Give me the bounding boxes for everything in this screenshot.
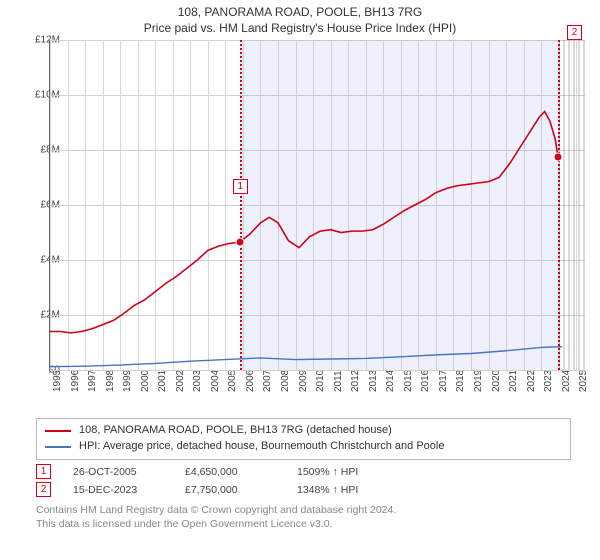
x-axis-label: 2017 [438, 382, 449, 392]
x-axis-label: 2002 [175, 382, 186, 392]
price-marker [235, 238, 244, 247]
legend-label: HPI: Average price, detached house, Bour… [79, 439, 444, 455]
chart-title: 108, PANORAMA ROAD, POOLE, BH13 7RG [0, 4, 600, 20]
x-axis-label: 2008 [280, 382, 291, 392]
x-axis-label: 2000 [140, 382, 151, 392]
marker-number: 1 [233, 179, 248, 194]
footnote-price: £7,750,000 [185, 484, 275, 496]
x-axis-label: 2023 [543, 382, 554, 392]
x-axis-label: 1995 [52, 382, 63, 392]
x-axis-label: 2016 [420, 382, 431, 392]
x-axis-label: 2009 [298, 382, 309, 392]
x-axis-label: 2011 [333, 382, 344, 392]
x-axis-label: 2006 [245, 382, 256, 392]
x-axis-label: 2012 [350, 382, 361, 392]
x-axis-label: 1998 [105, 382, 116, 392]
x-axis-label: 1997 [87, 382, 98, 392]
x-axis-label: 2004 [210, 382, 221, 392]
legend: 108, PANORAMA ROAD, POOLE, BH13 7RG (det… [36, 418, 571, 460]
series-layer [50, 40, 585, 370]
footnote-price: £4,650,000 [185, 466, 275, 478]
legend-swatch [45, 430, 71, 432]
x-axis-label: 2010 [315, 382, 326, 392]
x-axis-label: 2020 [491, 382, 502, 392]
x-axis-label: 2019 [473, 382, 484, 392]
series-price [50, 112, 558, 333]
x-axis-label: 1999 [122, 382, 133, 392]
footnote-row: 1 26-OCT-2005 £4,650,000 1509% ↑ HPI [36, 464, 571, 479]
x-axis-label: 2024 [561, 382, 572, 392]
x-axis-label: 2014 [385, 382, 396, 392]
attribution: Contains HM Land Registry data © Crown c… [36, 504, 571, 531]
chart-container: 108, PANORAMA ROAD, POOLE, BH13 7RG Pric… [0, 0, 600, 560]
plot-area: 12 [49, 40, 585, 371]
x-axis-label: 2025 [578, 382, 589, 392]
footnote-date: 26-OCT-2005 [73, 466, 163, 478]
x-axis-label: 2018 [455, 382, 466, 392]
footnote-pct: 1348% ↑ HPI [297, 484, 358, 496]
footnote-number: 2 [36, 482, 51, 497]
price-marker [553, 152, 562, 161]
footnote-number: 1 [36, 464, 51, 479]
legend-item: HPI: Average price, detached house, Bour… [45, 439, 562, 455]
footnote-row: 2 15-DEC-2023 £7,750,000 1348% ↑ HPI [36, 482, 571, 497]
x-axis-label: 2015 [403, 382, 414, 392]
footnote-date: 15-DEC-2023 [73, 484, 163, 496]
x-axis-label: 2022 [526, 382, 537, 392]
x-axis-label: 2001 [157, 382, 168, 392]
footnote-pct: 1509% ↑ HPI [297, 466, 358, 478]
x-axis-label: 1996 [70, 382, 81, 392]
chart-subtitle: Price paid vs. HM Land Registry's House … [0, 20, 600, 36]
legend-item: 108, PANORAMA ROAD, POOLE, BH13 7RG (det… [45, 423, 562, 439]
x-axis-label: 2005 [227, 382, 238, 392]
legend-label: 108, PANORAMA ROAD, POOLE, BH13 7RG (det… [79, 423, 392, 439]
marker-number: 2 [567, 25, 582, 40]
x-axis-label: 2007 [262, 382, 273, 392]
legend-swatch [45, 446, 71, 448]
series-hpi [50, 347, 562, 367]
footnotes: 1 26-OCT-2005 £4,650,000 1509% ↑ HPI 2 1… [36, 461, 571, 531]
x-axis-label: 2013 [368, 382, 379, 392]
x-axis-label: 2003 [192, 382, 203, 392]
x-axis-label: 2021 [508, 382, 519, 392]
